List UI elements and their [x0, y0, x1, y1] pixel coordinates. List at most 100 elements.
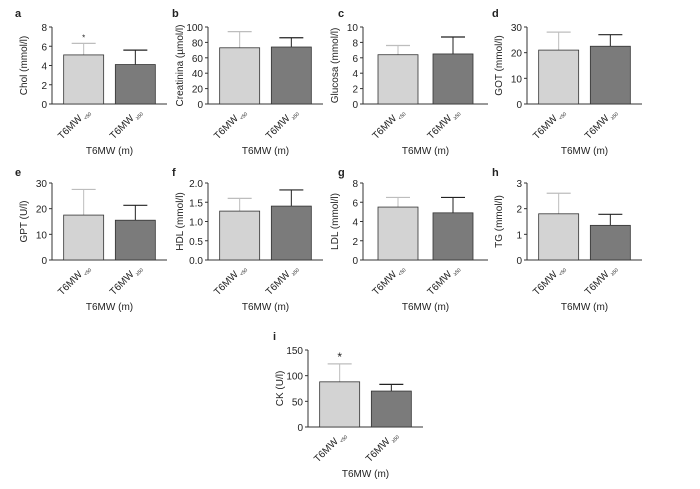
panel-label: f [172, 167, 176, 179]
panel-label: e [15, 167, 21, 179]
panel-label: i [273, 331, 276, 343]
x-tick-subscript: <50 [396, 111, 407, 122]
bar-group2 [432, 212, 474, 261]
x-tick-subscript: <50 [338, 434, 349, 445]
y-tick-label: 20 [36, 205, 48, 216]
y-tick-label: 0 [41, 100, 47, 111]
y-axis-label: GOT (mmol/l) [494, 35, 505, 95]
significance-marker: * [82, 33, 85, 42]
y-tick-label: 40 [192, 69, 204, 80]
y-tick-label: 10 [347, 23, 359, 34]
x-tick-subscript: <50 [557, 111, 568, 122]
y-tick-label: 0 [197, 100, 203, 111]
y-tick-label: 150 [286, 346, 303, 357]
x-axis-label: T6MW (m) [402, 302, 449, 313]
x-tick-text: T6MW [583, 113, 612, 142]
y-tick-label: 0.5 [189, 237, 203, 248]
y-tick-label: 6 [41, 42, 47, 53]
y-tick-label: 4 [352, 218, 358, 229]
panel-label: a [15, 8, 22, 20]
bar-group1 [319, 381, 361, 428]
x-tick-text: T6MW [56, 113, 85, 142]
y-tick-label: 1.5 [189, 198, 203, 209]
bar-group2 [114, 219, 156, 261]
y-tick-label: 2.0 [189, 179, 203, 190]
x-tick-label: T6MW ≥50 [583, 106, 620, 143]
bar-group2 [589, 224, 631, 261]
y-tick-label: 0 [352, 256, 358, 267]
y-tick-label: 2 [41, 81, 47, 92]
bar-group2 [589, 45, 631, 105]
y-tick-label: 8 [352, 179, 358, 190]
y-tick-label: 1 [516, 230, 522, 241]
x-tick-text: T6MW [264, 113, 293, 142]
y-tick-label: 4 [41, 62, 47, 73]
x-axis-label: T6MW (m) [242, 302, 289, 313]
y-axis-label: Glucosa (mmol/l) [330, 28, 341, 104]
x-tick-subscript: ≥50 [134, 267, 145, 278]
y-tick-label: 2 [352, 85, 358, 96]
x-axis-label: T6MW (m) [342, 469, 389, 480]
y-tick-label: 4 [352, 69, 358, 80]
x-tick-label: T6MW ≥50 [264, 106, 301, 143]
bar-group1 [377, 206, 419, 261]
x-tick-label: T6MW ≥50 [108, 262, 145, 299]
x-tick-text: T6MW [531, 269, 560, 298]
x-axis-label: T6MW (m) [561, 146, 608, 157]
y-tick-label: 0 [352, 100, 358, 111]
x-tick-subscript: <50 [238, 111, 249, 122]
panel-label: h [492, 167, 499, 179]
x-tick-label: T6MW ≥50 [426, 262, 463, 299]
y-tick-label: 6 [352, 54, 358, 65]
x-tick-subscript: ≥50 [134, 111, 145, 122]
x-tick-label: T6MW <50 [56, 262, 93, 299]
x-axis-label: T6MW (m) [242, 146, 289, 157]
x-axis-label: T6MW (m) [86, 146, 133, 157]
y-axis-label: GPT (U/l) [19, 200, 30, 242]
y-tick-label: 60 [192, 54, 204, 65]
x-tick-label: T6MW ≥50 [108, 106, 145, 143]
y-tick-label: 100 [286, 372, 303, 383]
panel-label: g [338, 167, 345, 179]
y-tick-label: 1.0 [189, 218, 203, 229]
x-tick-text: T6MW [426, 113, 455, 142]
y-tick-label: 0 [516, 100, 522, 111]
y-tick-label: 100 [186, 23, 203, 34]
y-tick-label: 10 [36, 230, 48, 241]
x-tick-text: T6MW [264, 269, 293, 298]
x-tick-subscript: <50 [82, 267, 93, 278]
x-tick-text: T6MW [312, 436, 341, 465]
x-tick-label: T6MW ≥50 [583, 262, 620, 299]
x-tick-subscript: ≥50 [451, 111, 462, 122]
x-tick-subscript: <50 [238, 267, 249, 278]
bar-group2 [270, 46, 312, 105]
y-tick-label: 2 [352, 237, 358, 248]
y-axis-label: HDL (mmol/l) [175, 192, 186, 251]
x-tick-text: T6MW [212, 113, 241, 142]
x-tick-label: T6MW <50 [531, 262, 568, 299]
x-tick-subscript: <50 [396, 267, 407, 278]
bar-group2 [370, 390, 412, 428]
x-tick-label: T6MW <50 [212, 262, 249, 299]
x-tick-subscript: ≥50 [451, 267, 462, 278]
x-tick-label: T6MW ≥50 [426, 106, 463, 143]
x-axis-label: T6MW (m) [86, 302, 133, 313]
y-tick-label: 20 [192, 85, 204, 96]
bar-group1 [219, 47, 261, 105]
x-tick-subscript: ≥50 [609, 267, 620, 278]
bar-group2 [270, 205, 312, 261]
x-tick-text: T6MW [531, 113, 560, 142]
bar-group2 [432, 53, 474, 105]
x-tick-label: T6MW <50 [531, 106, 568, 143]
y-tick-label: 30 [36, 179, 48, 190]
